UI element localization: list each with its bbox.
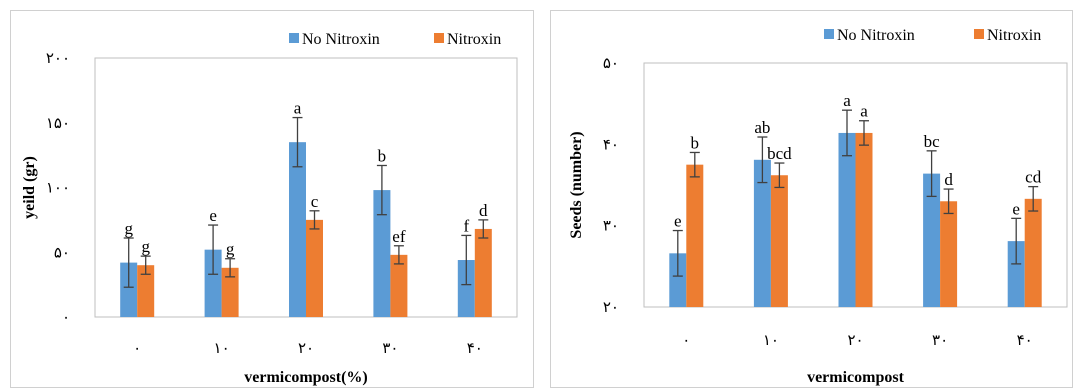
significance-label: ef xyxy=(392,227,406,246)
x-tick-label: ۲۰ xyxy=(298,341,314,357)
bar xyxy=(669,253,687,307)
bar xyxy=(753,159,771,307)
y-tick-label: ۱۰۰ xyxy=(46,181,70,197)
y-axis-label: yeild (gr) xyxy=(21,156,38,219)
bar xyxy=(855,132,873,307)
x-tick-label: ۳۰ xyxy=(932,333,948,349)
significance-label: b xyxy=(691,133,700,152)
significance-label: a xyxy=(294,99,302,118)
y-tick-label: ۲۰ xyxy=(603,300,619,316)
bar xyxy=(289,142,306,317)
legend-swatch xyxy=(289,33,299,43)
x-tick-label: ۴۰ xyxy=(1017,333,1033,349)
bar xyxy=(940,201,958,307)
bar xyxy=(686,164,704,307)
x-tick-label: ۰ xyxy=(133,341,141,357)
x-tick-label: ۰ xyxy=(682,333,690,349)
x-tick-label: ۴۰ xyxy=(467,341,483,357)
x-tick-label: ۲۰ xyxy=(847,333,863,349)
bar xyxy=(373,190,391,317)
significance-label: d xyxy=(944,170,953,189)
y-tick-label: ۱۵۰ xyxy=(46,116,70,132)
bar xyxy=(770,175,788,307)
significance-label: c xyxy=(311,192,319,211)
significance-label: e xyxy=(1012,199,1020,218)
significance-label: e xyxy=(674,212,682,231)
significance-label: bcd xyxy=(767,144,792,163)
x-tick-label: ۳۰ xyxy=(382,341,398,357)
significance-label: a xyxy=(860,102,868,121)
significance-label: b xyxy=(378,146,387,165)
bar xyxy=(390,254,408,317)
significance-label: f xyxy=(463,216,469,235)
x-tick-label: ۱۰ xyxy=(214,341,230,357)
chart-2: ۲۰۳۰۴۰۵۰eb۰abbcd۱۰aa۲۰bcd۳۰ecd۴۰vermicom… xyxy=(550,10,1073,388)
significance-label: bc xyxy=(924,132,941,151)
bar xyxy=(1007,241,1025,307)
x-tick-label: ۱۰ xyxy=(763,333,779,349)
bar xyxy=(923,173,941,307)
chart-1: ۰۵۰۱۰۰۱۵۰۲۰۰gg۰eg۱۰ac۲۰bef۳۰fd۴۰vermicom… xyxy=(10,10,534,388)
legend-swatch xyxy=(434,33,444,43)
bar xyxy=(137,265,155,317)
x-axis-label: vermicompost(%) xyxy=(244,369,368,386)
x-axis-label: vermicompost xyxy=(807,369,905,386)
bar xyxy=(120,262,138,317)
significance-label: cd xyxy=(1025,168,1042,187)
legend-label: No Nitroxin xyxy=(302,31,380,48)
y-tick-label: ۵۰ xyxy=(603,56,619,72)
significance-label: g xyxy=(124,219,133,238)
y-tick-label: ۵۰ xyxy=(54,245,70,261)
legend-label: Nitroxin xyxy=(447,31,501,48)
significance-label: d xyxy=(479,201,488,220)
significance-label: ab xyxy=(754,118,770,137)
chart-frame xyxy=(550,10,1073,388)
bar xyxy=(457,260,475,317)
bar xyxy=(474,228,492,317)
legend-label: Nitroxin xyxy=(987,27,1041,44)
bar xyxy=(1024,198,1042,307)
chart-frame xyxy=(10,10,534,388)
bar xyxy=(306,219,323,317)
significance-label: g xyxy=(226,240,235,259)
legend-swatch xyxy=(974,29,984,39)
y-tick-label: ۰ xyxy=(62,310,70,326)
y-axis-label: Seeds (number) xyxy=(568,131,585,238)
y-tick-label: ۴۰ xyxy=(603,137,619,153)
significance-label: e xyxy=(209,206,217,225)
significance-label: a xyxy=(843,91,851,110)
bar xyxy=(221,267,239,317)
bar xyxy=(838,132,856,307)
legend-swatch xyxy=(824,29,834,39)
y-tick-label: ۲۰۰ xyxy=(46,51,70,67)
legend-label: No Nitroxin xyxy=(837,27,915,44)
significance-label: g xyxy=(141,237,150,256)
bar xyxy=(204,249,222,317)
y-tick-label: ۳۰ xyxy=(603,219,619,235)
